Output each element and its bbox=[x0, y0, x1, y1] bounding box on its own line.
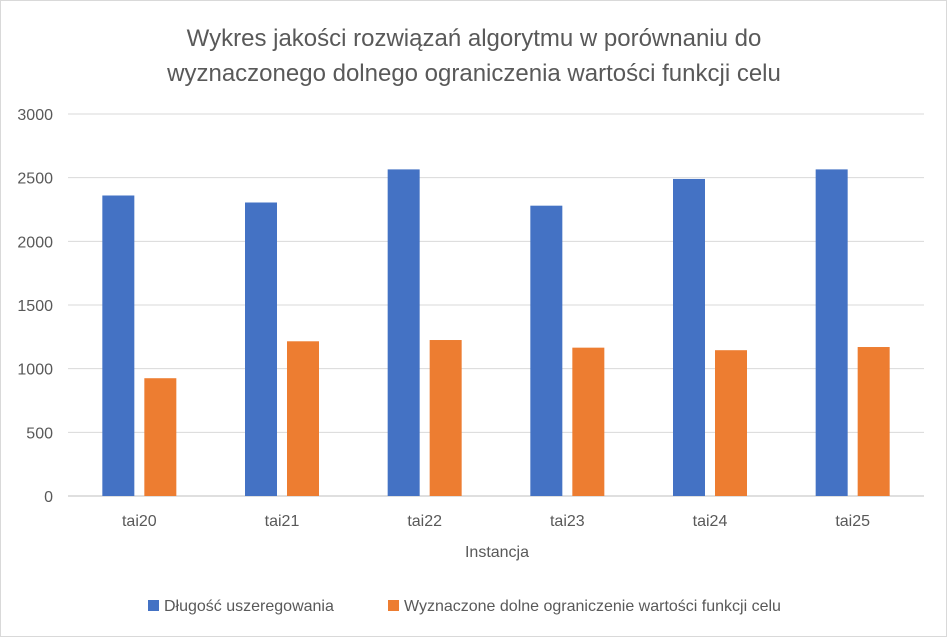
bar-lower-bound-tai22 bbox=[429, 340, 462, 496]
y-tick-label: 2000 bbox=[17, 234, 53, 251]
y-tick-label: 1500 bbox=[17, 298, 53, 315]
y-axis-ticks: 0 500 1000 1500 2000 2500 3000 bbox=[17, 107, 53, 506]
gridlines bbox=[68, 113, 924, 497]
bar-length-tai25 bbox=[815, 169, 848, 496]
x-axis-label: Instancja bbox=[465, 544, 529, 561]
bar-lower-bound-tai23 bbox=[572, 347, 605, 496]
bar-length-tai22 bbox=[387, 169, 420, 496]
x-tick-label: tai21 bbox=[265, 513, 300, 530]
bar-lower-bound-tai24 bbox=[715, 350, 747, 496]
y-tick-label: 0 bbox=[44, 489, 53, 506]
bar-lower-bound-tai20 bbox=[144, 378, 177, 496]
legend-swatch bbox=[148, 600, 159, 611]
y-tick-label: 1000 bbox=[17, 362, 53, 379]
x-tick-label: tai23 bbox=[550, 513, 585, 530]
bar-length-tai24 bbox=[673, 178, 705, 496]
x-tick-label: tai20 bbox=[122, 513, 157, 530]
bar-length-tai21 bbox=[245, 202, 277, 496]
y-tick-label: 2500 bbox=[17, 171, 53, 188]
x-tick-label: tai25 bbox=[835, 513, 870, 530]
legend-swatch bbox=[388, 600, 399, 611]
y-tick-label: 3000 bbox=[17, 107, 53, 124]
chart-title-line-2: wyznaczonego dolnego ograniczenia wartoś… bbox=[166, 60, 781, 87]
x-tick-label: tai22 bbox=[407, 513, 442, 530]
bar-lower-bound-tai25 bbox=[857, 347, 890, 496]
y-tick-label: 500 bbox=[26, 425, 53, 442]
bar-length-tai20 bbox=[102, 195, 135, 496]
chart-title-line-1: Wykres jakości rozwiązań algorytmu w por… bbox=[187, 25, 762, 52]
legend: Długość uszeregowania Wyznaczone dolne og… bbox=[148, 598, 781, 615]
bars bbox=[102, 169, 890, 496]
bar-length-tai23 bbox=[530, 205, 563, 496]
x-tick-label: tai24 bbox=[693, 513, 728, 530]
bar-lower-bound-tai21 bbox=[287, 341, 319, 496]
x-axis-ticks: tai20 tai21 tai22 tai23 tai24 tai25 bbox=[122, 513, 870, 530]
legend-label: Wyznaczone dolne ograniczenie wartości f… bbox=[404, 598, 781, 615]
legend-label: Długość uszeregowania bbox=[164, 598, 334, 615]
